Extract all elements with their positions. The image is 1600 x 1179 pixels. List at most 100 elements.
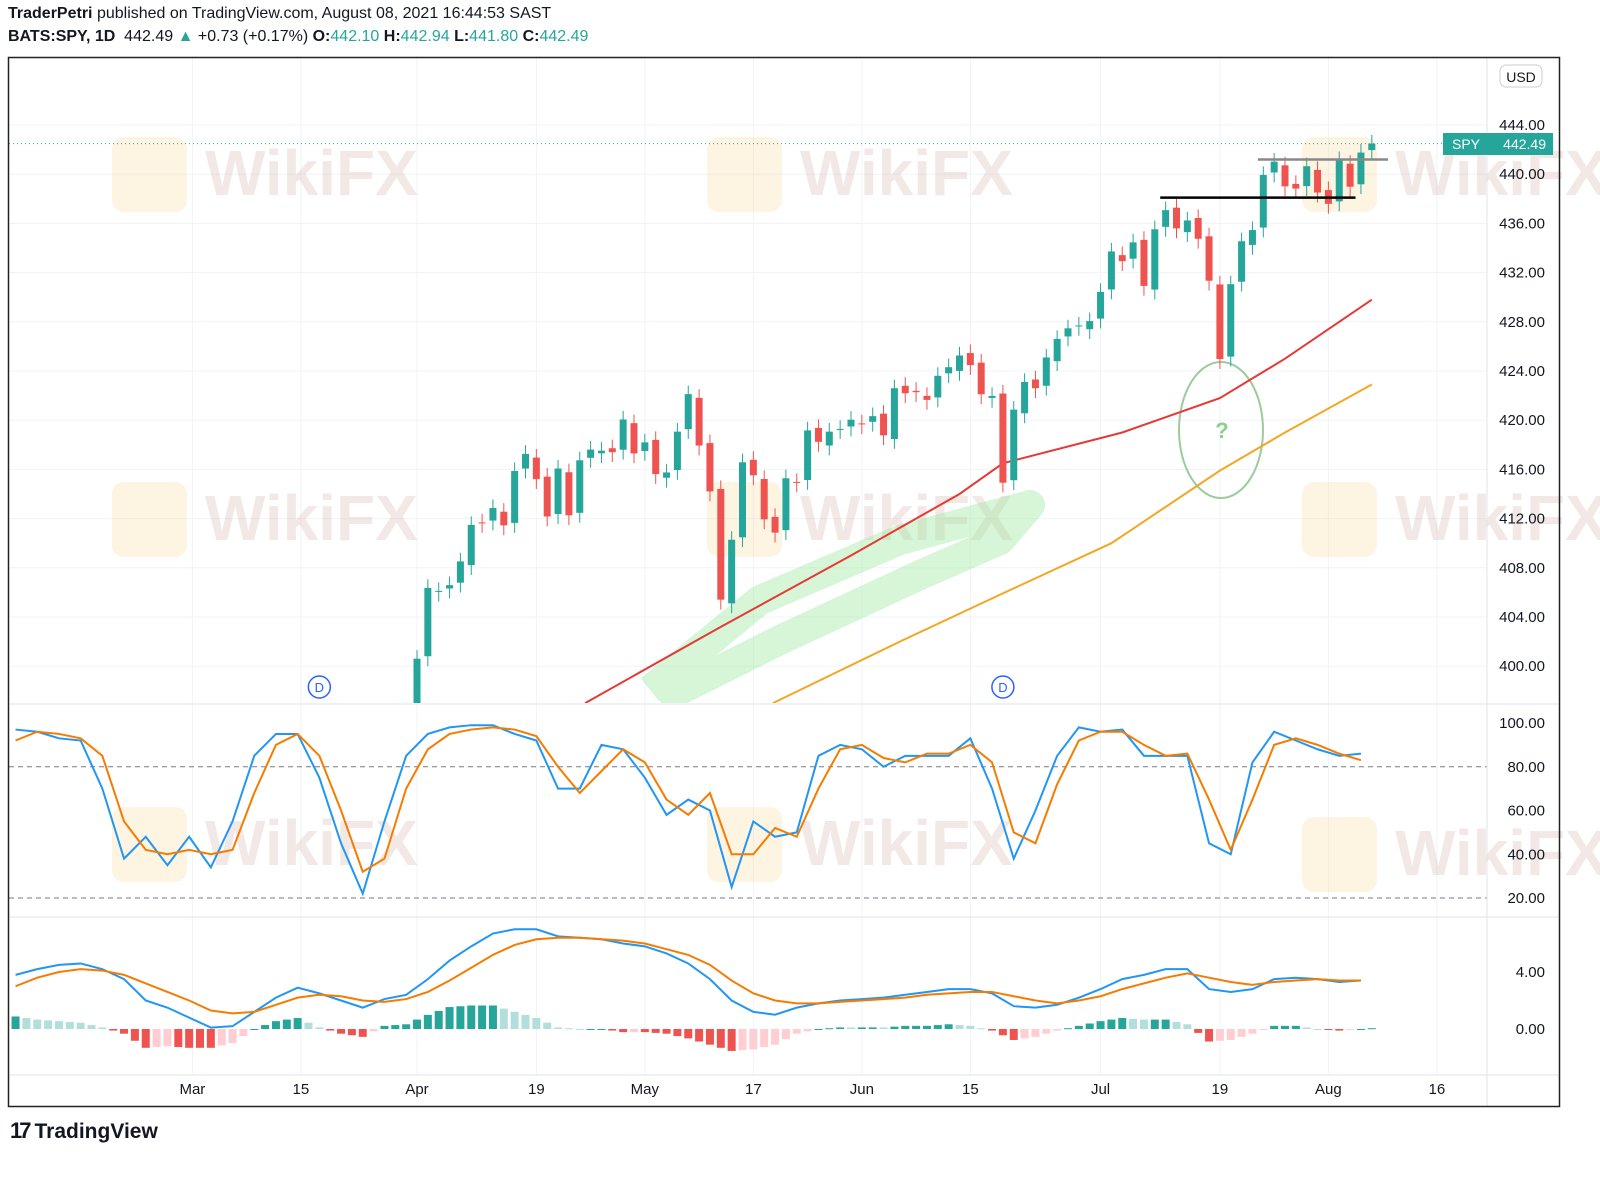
candle: [847, 419, 855, 427]
candle: [576, 460, 584, 513]
macd-histogram-bar: [217, 1029, 226, 1046]
candle: [814, 427, 822, 442]
dividend-label: D: [998, 680, 1007, 695]
macd-histogram-bar: [1302, 1027, 1311, 1029]
candle: [901, 385, 909, 394]
candle: [630, 423, 638, 454]
grid: [9, 58, 1487, 1075]
candle: [717, 488, 725, 600]
currency-button[interactable]: [1499, 64, 1543, 88]
macd-histogram-bar: [966, 1025, 975, 1029]
macd-histogram-bar: [749, 1029, 758, 1050]
macd-histogram-bar: [988, 1029, 997, 1031]
watermark-logo-icon: [707, 137, 782, 212]
candle: [684, 394, 692, 430]
macd-histogram-bar: [575, 1029, 584, 1030]
candle: [880, 413, 888, 436]
ma-slow-line: [772, 383, 1373, 703]
candle: [836, 428, 844, 430]
macd-histogram-bar: [1009, 1029, 1018, 1040]
macd-histogram-bar: [326, 1029, 335, 1031]
candle: [1270, 161, 1278, 173]
price-tick-label: 404.00: [1499, 609, 1545, 626]
macd-histogram-bar: [998, 1029, 1007, 1036]
candle: [1357, 152, 1365, 185]
candle: [1107, 251, 1115, 290]
time-tick-label: Mar: [179, 1081, 205, 1098]
chart-frame: [7, 56, 1561, 1108]
candle: [478, 522, 486, 524]
macd-histogram-bar: [228, 1029, 237, 1044]
candle: [413, 658, 421, 703]
macd-line: [15, 928, 1362, 1029]
open-label: O:: [312, 28, 331, 45]
macd-pane[interactable]: [11, 928, 1376, 1051]
macd-histogram-bar: [727, 1029, 736, 1051]
macd-histogram-bar: [532, 1018, 541, 1029]
candle: [760, 478, 768, 520]
candle: [1292, 183, 1300, 189]
author[interactable]: TraderPetri: [8, 5, 93, 22]
candle: [728, 539, 736, 604]
macd-histogram-bar: [901, 1025, 910, 1029]
macd-histogram-bar: [836, 1027, 845, 1029]
candle: [446, 585, 454, 589]
macd-histogram-bar: [716, 1029, 725, 1048]
candle: [771, 516, 779, 533]
tradingview-logo[interactable]: 17 TradingView: [10, 1118, 158, 1144]
candle: [956, 355, 963, 371]
macd-histogram-bar: [304, 1022, 313, 1029]
candle: [1368, 143, 1376, 151]
candle: [706, 443, 714, 492]
symbol-label: BATS:SPY, 1D: [8, 28, 116, 45]
candle: [999, 393, 1007, 483]
currency-label: USD: [1506, 69, 1536, 85]
dividend-marker[interactable]: [991, 675, 1015, 699]
low-value: 441.80: [469, 28, 519, 45]
macd-histogram-bar: [879, 1027, 888, 1029]
time-tick-label: 15: [962, 1081, 979, 1098]
price-pane[interactable]: ? D D: [9, 134, 1487, 740]
dividend-marker[interactable]: [307, 675, 332, 699]
candle: [1205, 236, 1213, 281]
macd-histogram-bar: [1172, 1021, 1181, 1029]
macd-histogram-bar: [651, 1029, 660, 1033]
watermark-text: WikiFX: [1395, 482, 1600, 554]
open-value: 442.10: [330, 28, 380, 45]
macd-histogram-bar: [1313, 1029, 1322, 1030]
stochastic-pane[interactable]: [9, 724, 1487, 899]
candle: [1075, 325, 1083, 327]
macd-histogram-bar: [630, 1029, 638, 1033]
macd-histogram-bar: [141, 1029, 150, 1048]
macd-histogram-bar: [771, 1029, 780, 1045]
watermark-text: WikiFX: [205, 482, 418, 554]
candle: [652, 439, 660, 475]
candle: [1194, 217, 1202, 239]
watermark-logo-icon: [112, 482, 187, 557]
macd-histogram-bar: [1324, 1029, 1333, 1030]
high-label: H:: [383, 28, 401, 45]
candle: [912, 390, 920, 393]
macd-histogram-bar: [933, 1025, 942, 1029]
candle: [489, 508, 497, 521]
watermark-text: WikiFX: [1395, 817, 1600, 889]
macd-histogram-bar: [1237, 1029, 1246, 1037]
candle: [1053, 338, 1061, 362]
candle: [532, 457, 540, 480]
macd-histogram-bar: [1074, 1025, 1083, 1029]
macd-histogram-bar: [391, 1025, 400, 1029]
tv-logo-icon: 17: [10, 1118, 32, 1143]
macd-histogram-bar: [586, 1029, 595, 1030]
last-price: 442.49: [124, 28, 174, 45]
macd-histogram-bar: [11, 1016, 20, 1029]
candle: [500, 511, 508, 526]
time-tick-label: 15: [293, 1081, 310, 1098]
macd-histogram-bar: [87, 1025, 96, 1029]
macd-histogram-bar: [413, 1019, 421, 1029]
macd-histogram-bar: [673, 1029, 682, 1037]
candle: [1216, 284, 1224, 360]
candle: [825, 431, 833, 446]
macd-histogram-bar: [543, 1022, 552, 1029]
price-tag: [1443, 133, 1553, 155]
